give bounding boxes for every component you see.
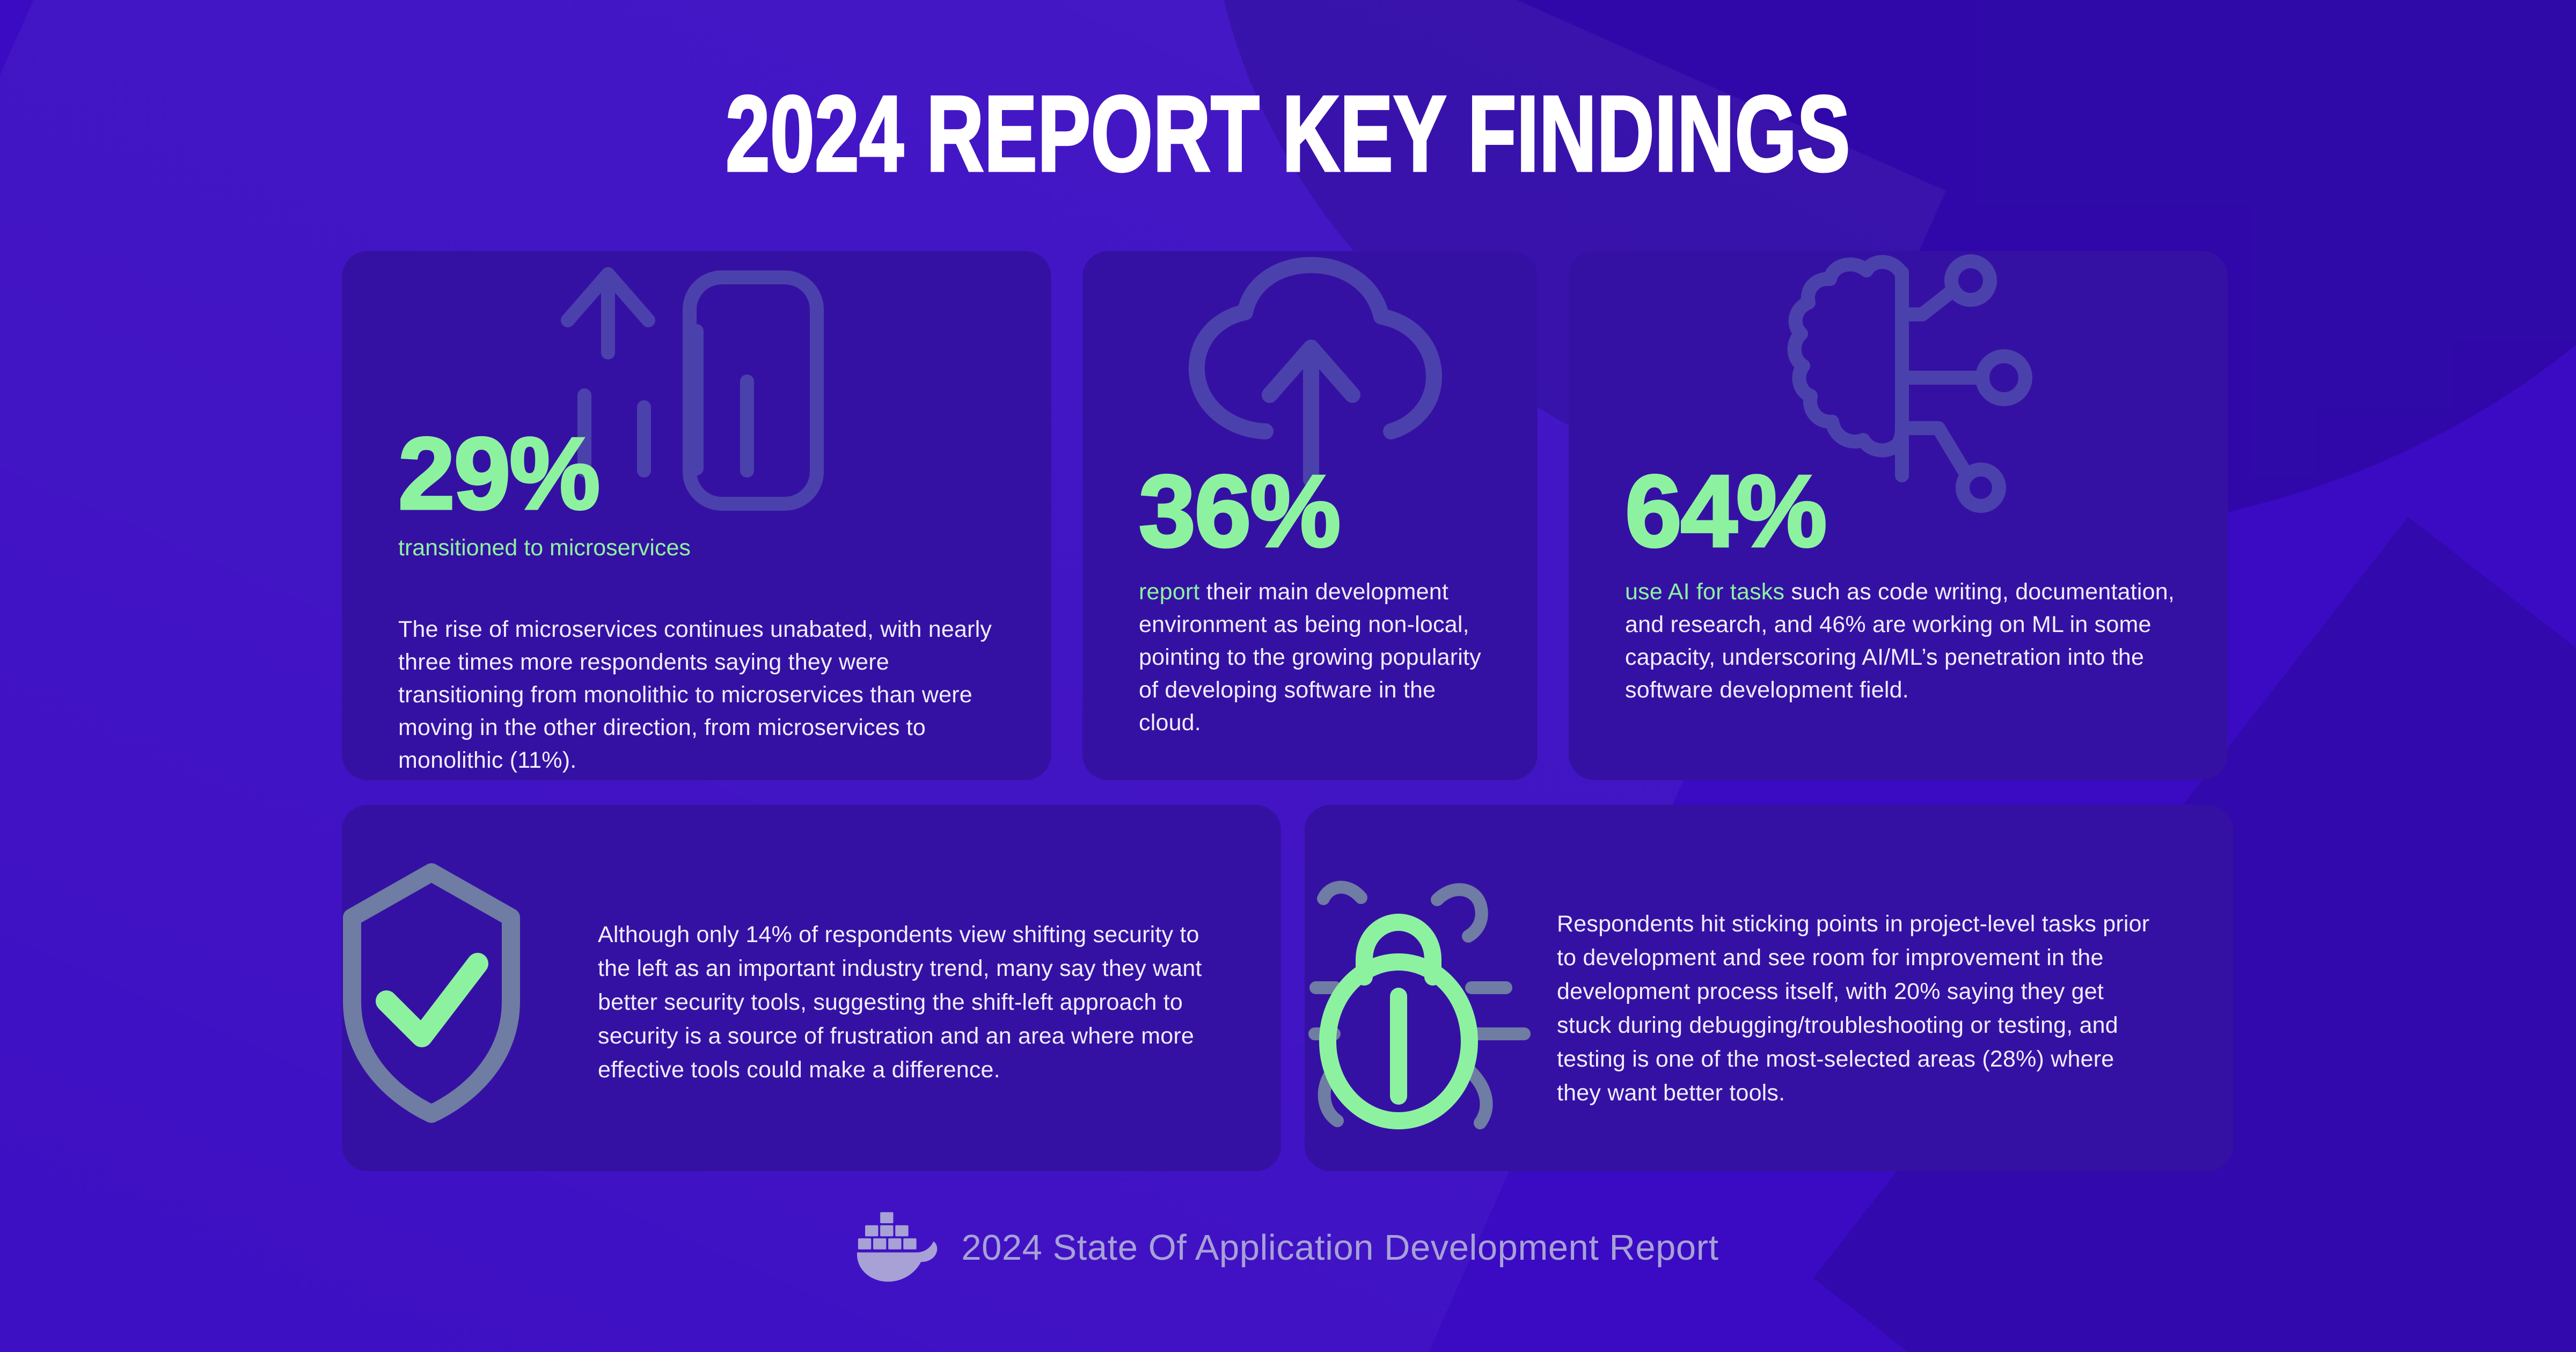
stat-card-ai: 64% use AI for tasks such as code writin… xyxy=(1569,251,2228,780)
stat-content: 64% use AI for tasks such as code writin… xyxy=(1569,454,2228,707)
stat-card-cloud: 36% report their main development enviro… xyxy=(1082,251,1538,780)
footer-text: 2024 State Of Application Development Re… xyxy=(961,1227,1719,1268)
docker-logo-icon xyxy=(857,1211,938,1283)
stat-card-microservices: 29% transitioned to microservices The ri… xyxy=(342,251,1051,780)
footer: 2024 State Of Application Development Re… xyxy=(0,1211,2576,1283)
stat-value: 64% xyxy=(1624,454,1828,568)
brain-circuit-icon xyxy=(1761,251,2039,515)
stat-subtitle: transitioned to microservices xyxy=(398,535,691,561)
note-body: Although only 14% of respondents view sh… xyxy=(598,922,1202,1083)
stat-body: The rise of microservices continues unab… xyxy=(398,616,992,773)
shield-check-icon xyxy=(337,857,526,1126)
cloud-upload-icon xyxy=(1170,254,1452,488)
bug-icon xyxy=(1308,874,1540,1130)
header: 2024 REPORT KEY FINDINGS xyxy=(0,74,2576,194)
stat-body-rest: their main development environment as be… xyxy=(1139,579,1481,736)
note-card-debugging: Respondents hit sticking points in proje… xyxy=(1305,805,2233,1171)
note-card-security: Although only 14% of respondents view sh… xyxy=(342,805,1281,1171)
page-title: 2024 REPORT KEY FINDINGS xyxy=(724,74,1851,194)
stat-lead: report xyxy=(1139,579,1200,605)
stat-body-rest: such as code writing, documentation, and… xyxy=(1625,579,2175,703)
stat-value: 36% xyxy=(1138,454,1342,568)
stat-content: 29% transitioned to microservices The ri… xyxy=(342,417,1051,777)
bar-chart-up-icon xyxy=(561,267,824,511)
stat-body: use AI for tasks such as code writing, d… xyxy=(1625,576,2185,707)
note-body: Respondents hit sticking points in proje… xyxy=(1557,911,2150,1106)
stat-content: 36% report their main development enviro… xyxy=(1082,454,1538,739)
stat-value: 29% xyxy=(397,417,602,531)
stat-body: report their main development environmen… xyxy=(1139,576,1495,739)
stat-lead: use AI for tasks xyxy=(1625,579,1785,605)
